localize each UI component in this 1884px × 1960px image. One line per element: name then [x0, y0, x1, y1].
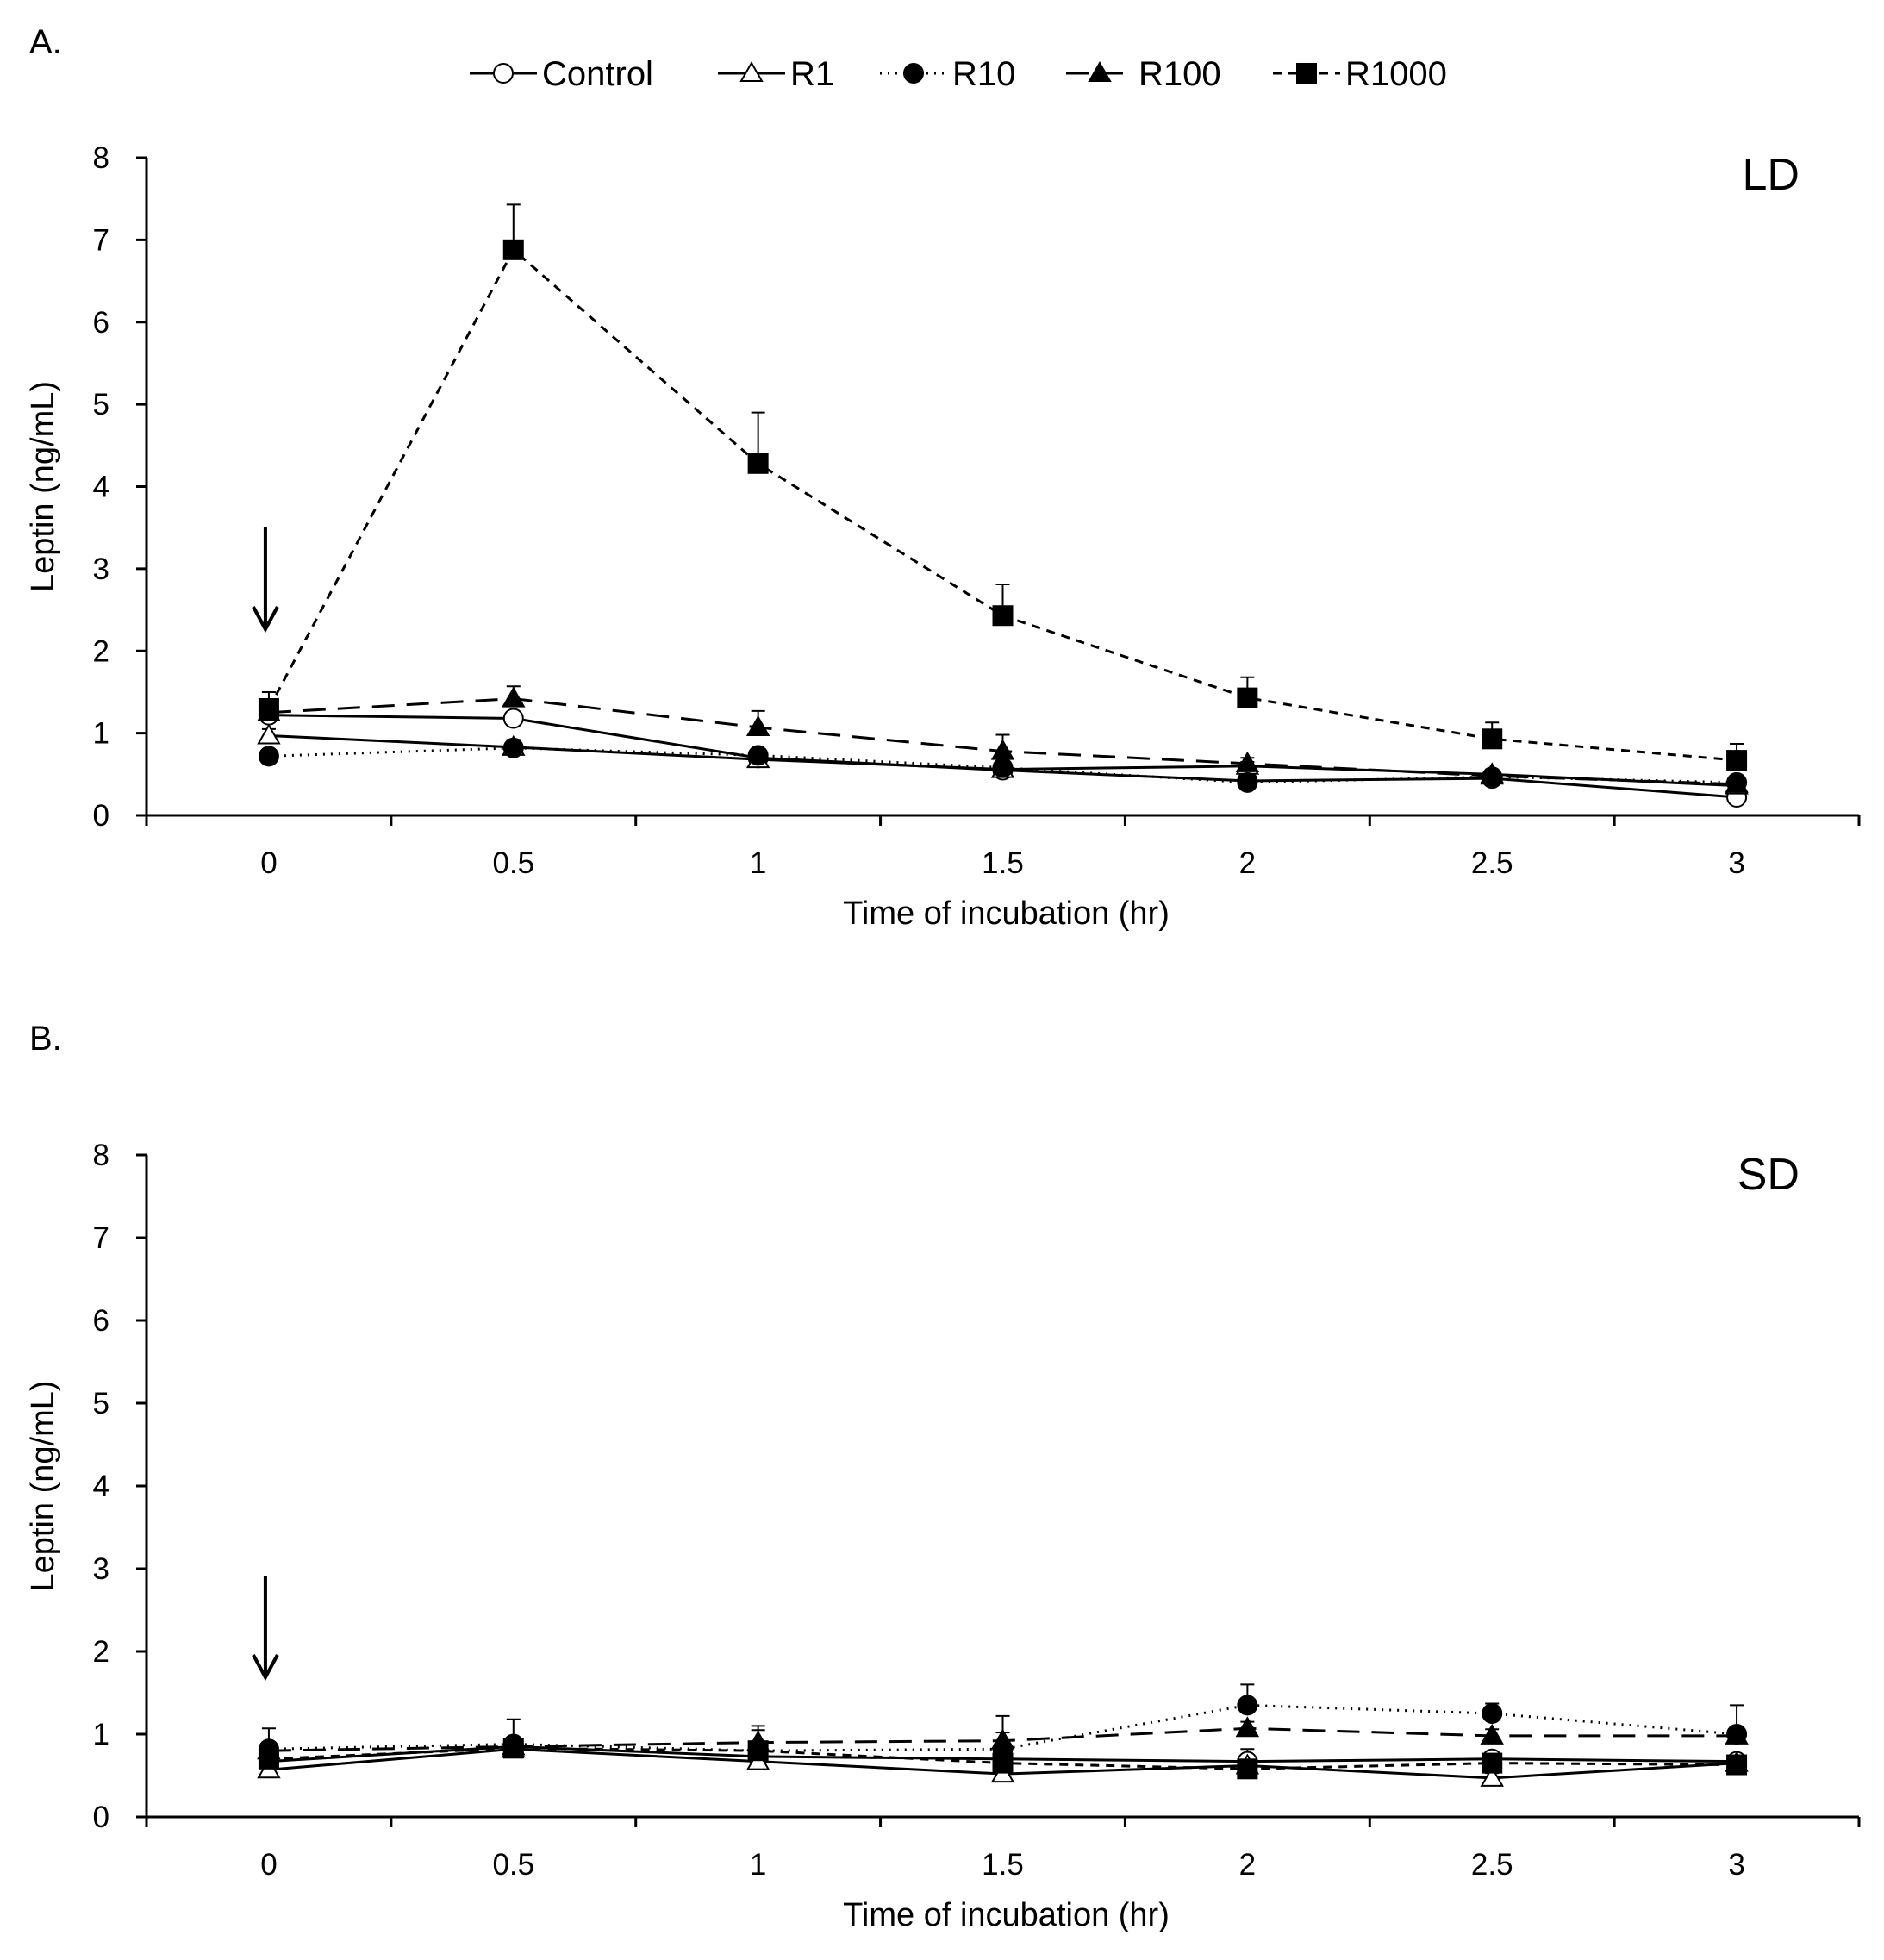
legend-label: R1: [790, 55, 834, 93]
x-tick-label: 0.5: [492, 846, 534, 880]
y-tick-label: 6: [93, 306, 109, 340]
legend: Control R1 R10 R100 R1000: [470, 55, 1447, 93]
data-point: [747, 745, 769, 766]
data-point: [258, 746, 279, 767]
x-tick-label: 1.5: [982, 1848, 1024, 1882]
x-tick-label: 2: [1239, 1848, 1256, 1882]
data-point: [502, 708, 524, 729]
y-tick-label: 5: [93, 1387, 109, 1420]
x-tick-label: 3: [1728, 1848, 1744, 1882]
legend-item-r10: R10: [880, 55, 1015, 93]
treatment-arrow-head: [252, 606, 279, 634]
condition-label: SD: [1737, 1150, 1800, 1200]
y-tick-label: 3: [93, 552, 109, 586]
data-point: [990, 1728, 1015, 1750]
series-r1000: [258, 203, 1748, 771]
data-point: [1480, 764, 1504, 785]
legend-item-control: Control: [470, 55, 653, 93]
data-point: [1237, 1695, 1258, 1716]
x-tick-label: 1.5: [982, 846, 1024, 880]
data-point: [258, 698, 279, 720]
y-tick-label: 3: [93, 1552, 109, 1586]
y-tick-label: 4: [93, 471, 109, 504]
panel-label: B.: [29, 1020, 62, 1058]
data-point: [992, 1752, 1014, 1774]
x-tick-label: 2: [1239, 846, 1256, 880]
legend-label: R1000: [1345, 55, 1447, 93]
condition-label: LD: [1743, 150, 1800, 200]
data-point: [992, 757, 1014, 778]
y-axis-title: Leptin (ng/mL): [25, 1380, 61, 1591]
panel-b: B. SD 0 1 2 3 4 5 6 7 8 0 0.5 1 1.5 2 2.5 3 Time of incuba…: [25, 1020, 1861, 1933]
data-point: [1237, 687, 1258, 708]
legend-marker: [493, 63, 514, 84]
legend-label: Control: [542, 55, 653, 93]
data-point: [502, 686, 526, 708]
data-point: [1235, 751, 1260, 772]
data-point: [1480, 1765, 1504, 1787]
legend-label: R100: [1139, 55, 1221, 93]
y-tick-label: 2: [93, 1635, 109, 1669]
data-point: [1237, 1758, 1258, 1780]
data-point: [745, 715, 770, 736]
data-point: [502, 737, 524, 758]
data-point: [1480, 1723, 1504, 1745]
legend-marker: [1088, 60, 1112, 82]
data-point: [747, 453, 769, 474]
data-point: [1726, 750, 1748, 771]
y-tick-label: 0: [93, 799, 109, 833]
y-tick-label: 7: [93, 1221, 109, 1255]
y-tick-label: 1: [93, 717, 109, 751]
y-tick-label: 8: [93, 141, 109, 175]
x-tick-label: 0: [260, 1848, 277, 1882]
legend-label: R10: [952, 55, 1015, 93]
x-axis-title: Time of incubation (hr): [843, 896, 1170, 932]
data-point: [1725, 1723, 1749, 1745]
data-point: [1237, 771, 1258, 793]
data-point: [502, 1738, 524, 1759]
treatment-arrow-head: [252, 1654, 279, 1682]
series-line: [267, 248, 1737, 762]
data-point: [257, 723, 281, 745]
data-point: [992, 605, 1014, 627]
legend-item-r1000: R1000: [1273, 55, 1447, 93]
y-tick-label: 4: [93, 1470, 109, 1503]
data-point: [990, 739, 1015, 760]
x-axis-title: Time of incubation (hr): [843, 1897, 1170, 1933]
legend-item-r1: R1: [718, 55, 834, 93]
panel-label: A.: [29, 23, 62, 61]
x-tick-label: 1: [750, 1848, 766, 1882]
data-point: [747, 1740, 769, 1762]
data-point: [1726, 1754, 1748, 1776]
x-tick-label: 1: [750, 846, 766, 880]
legend-marker: [903, 63, 924, 84]
panel-a: A. LD 0 1 2 3 4 5 6 7 8 0 0.5 1 1.5 2 2.5 3 Time of incuba…: [25, 23, 1861, 932]
data-point: [1482, 1752, 1503, 1774]
data-point: [258, 1748, 279, 1770]
x-tick-label: 0.5: [492, 1848, 534, 1882]
y-tick-label: 7: [93, 223, 109, 257]
y-tick-label: 1: [93, 1718, 109, 1751]
x-tick-label: 2.5: [1471, 846, 1513, 880]
data-point: [1725, 771, 1749, 793]
legend-marker: [739, 60, 764, 82]
y-tick-label: 6: [93, 1304, 109, 1338]
data-point: [1235, 1716, 1260, 1738]
data-point: [502, 239, 524, 260]
x-tick-label: 3: [1728, 846, 1744, 880]
y-tick-label: 2: [93, 634, 109, 668]
x-tick-label: 2.5: [1471, 1848, 1513, 1882]
x-tick-label: 0: [260, 846, 277, 880]
y-tick-label: 0: [93, 1801, 109, 1834]
data-point: [1482, 728, 1503, 750]
y-tick-label: 5: [93, 388, 109, 421]
series-r1000: [258, 1738, 1748, 1780]
legend-item-r100: R100: [1066, 55, 1221, 93]
y-axis-title: Leptin (ng/mL): [25, 381, 61, 592]
legend-marker: [1296, 63, 1317, 84]
y-tick-label: 8: [93, 1139, 109, 1172]
data-point: [1482, 1703, 1503, 1724]
